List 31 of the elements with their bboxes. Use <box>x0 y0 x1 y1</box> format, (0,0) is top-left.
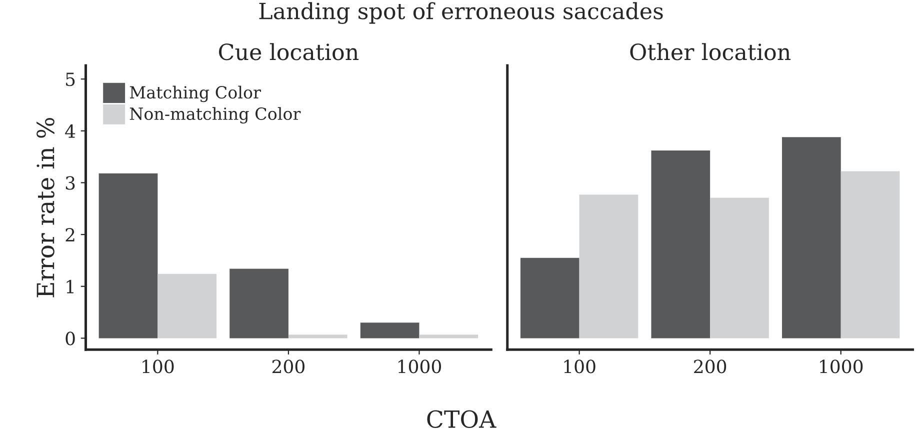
bar <box>651 150 710 338</box>
bar <box>419 334 478 338</box>
bar <box>288 334 348 338</box>
x-tick-label: 200 <box>272 360 304 374</box>
y-tick-label: 0 <box>66 332 75 346</box>
text: Landing spot of erroneous saccades <box>259 2 663 24</box>
y-axis-title: Error rate in % <box>36 118 54 298</box>
x-axis-title: CTOA <box>427 410 496 428</box>
y-tick-label: 5 <box>66 72 75 86</box>
bar <box>158 274 217 338</box>
x-tick-label: 1000 <box>398 360 442 374</box>
y-tick-label: 2 <box>66 228 74 242</box>
y-tick-label: 1 <box>66 280 74 294</box>
bar <box>782 137 841 338</box>
x-tick-label: 100 <box>142 360 174 374</box>
chart-title: Other location <box>630 43 791 60</box>
bar <box>98 173 158 338</box>
bar <box>520 258 580 338</box>
bar <box>360 322 420 338</box>
x-tick-label: 1000 <box>820 360 863 374</box>
y-tick-label: 4 <box>65 124 76 138</box>
bar <box>579 194 638 338</box>
legend-label: Non-matching Color <box>130 107 301 124</box>
chart-title: Cue location <box>218 43 359 60</box>
bar <box>710 198 769 338</box>
bar <box>230 268 288 338</box>
x-tick-label: 200 <box>694 360 726 374</box>
bar <box>840 171 900 338</box>
x-tick-label: 100 <box>564 360 596 374</box>
y-tick-label: 3 <box>66 176 75 190</box>
legend-label: Matching Color <box>130 86 261 102</box>
